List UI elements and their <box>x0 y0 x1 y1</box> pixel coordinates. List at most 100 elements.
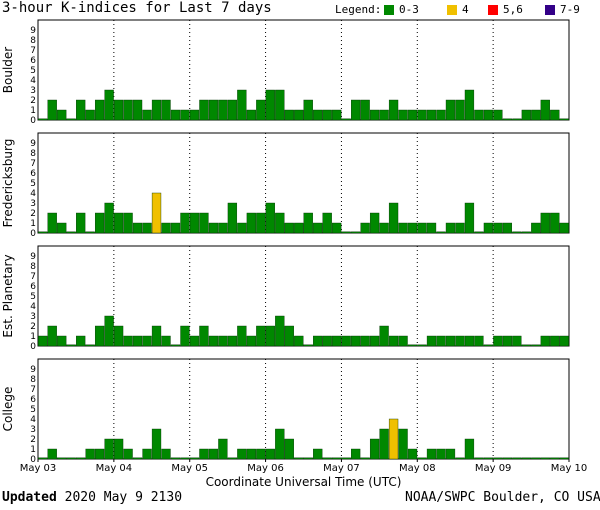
legend-swatch-4 <box>447 5 457 15</box>
k-index-bar <box>332 457 342 460</box>
k-index-bar <box>57 109 67 121</box>
k-index-bar <box>351 99 361 121</box>
k-index-bar <box>360 99 370 121</box>
legend-swatch-0-3 <box>384 5 394 15</box>
k-index-chart: 0123456789Boulder0123456789Fredericksbur… <box>1 19 587 489</box>
k-index-bar <box>38 231 48 234</box>
k-index-bar <box>218 99 228 121</box>
k-index-bar <box>199 212 209 234</box>
k-index-bar <box>341 457 351 460</box>
k-index-bar <box>284 109 294 121</box>
k-index-bar <box>208 99 219 121</box>
y-tick-label: 5 <box>30 179 36 189</box>
k-index-bar <box>208 448 219 460</box>
k-index-bar <box>455 335 465 347</box>
k-index-bar <box>379 428 389 460</box>
k-index-bar <box>379 325 389 347</box>
k-index-bar <box>360 457 370 460</box>
k-index-bar <box>94 325 105 347</box>
k-index-bar <box>322 212 332 234</box>
y-tick-label: 3 <box>30 425 36 435</box>
updated-timestamp: Updated 2020 May 9 2130 <box>2 490 182 505</box>
y-tick-label: 8 <box>30 36 36 46</box>
k-index-bar <box>521 457 531 460</box>
k-index-bar <box>512 231 522 234</box>
legend-label-7-9: 7-9 <box>560 3 580 16</box>
y-tick-label: 7 <box>30 272 36 282</box>
k-index-bar <box>275 89 285 121</box>
k-index-bar <box>521 344 531 347</box>
k-index-bar <box>455 99 465 121</box>
k-index-bar <box>332 109 342 121</box>
y-tick-label: 3 <box>30 312 36 322</box>
y-tick-label: 4 <box>30 76 36 86</box>
k-index-bar <box>265 89 275 121</box>
k-index-bar <box>341 118 351 121</box>
k-index-bar <box>407 344 418 347</box>
k-index-bar <box>246 448 256 460</box>
k-index-bar <box>464 89 475 121</box>
k-index-bar <box>246 212 256 234</box>
y-tick-label: 7 <box>30 159 36 169</box>
k-index-bar <box>66 344 76 347</box>
y-tick-label: 9 <box>30 139 36 149</box>
legend-label-4: 4 <box>462 3 469 16</box>
k-index-bar <box>445 99 456 121</box>
k-index-bar <box>407 448 418 460</box>
k-index-bar <box>237 89 247 121</box>
k-index-bar <box>151 192 162 234</box>
k-index-bar <box>94 99 105 121</box>
k-index-bar <box>559 222 569 234</box>
k-index-bar <box>436 448 446 460</box>
k-index-bar <box>161 222 171 234</box>
k-index-bar <box>426 448 437 460</box>
y-tick-label: 3 <box>30 86 36 96</box>
k-index-bar <box>66 231 76 234</box>
k-index-bar <box>445 335 456 347</box>
k-index-bar <box>85 231 95 234</box>
k-index-bar <box>275 315 285 347</box>
panel-frame <box>37 245 570 347</box>
updated-label: Updated <box>2 490 57 505</box>
y-tick-label: 0 <box>30 342 36 352</box>
k-index-bar <box>132 335 143 347</box>
k-index-bar <box>426 335 437 347</box>
k-index-bar <box>369 438 380 460</box>
k-index-bar <box>502 118 513 121</box>
x-tick-label: May 08 <box>399 463 436 474</box>
k-index-bar <box>303 457 313 460</box>
k-index-bar <box>341 231 351 234</box>
k-index-bar <box>218 335 228 347</box>
k-index-bar <box>407 222 418 234</box>
k-index-bar <box>294 109 304 121</box>
k-index-bar <box>218 222 228 234</box>
k-index-bar <box>199 325 209 347</box>
k-index-bar <box>417 109 427 121</box>
k-index-bar <box>227 99 238 121</box>
k-index-bar <box>57 457 67 460</box>
k-index-bar <box>313 448 323 460</box>
k-index-bar <box>388 99 399 121</box>
k-index-bar <box>208 222 219 234</box>
k-index-bar <box>379 109 389 121</box>
k-index-bar <box>189 457 200 460</box>
k-index-bar <box>104 202 114 234</box>
y-tick-label: 6 <box>30 282 36 292</box>
y-tick-label: 7 <box>30 46 36 56</box>
k-index-bar <box>180 109 190 121</box>
k-index-bar <box>483 457 494 460</box>
k-index-bar <box>369 212 380 234</box>
k-index-bar <box>360 222 370 234</box>
k-index-bar <box>360 335 370 347</box>
x-tick-label: May 07 <box>323 463 360 474</box>
k-index-bar <box>464 438 475 460</box>
k-index-bar <box>407 109 418 121</box>
y-tick-label: 2 <box>30 322 36 332</box>
k-index-bar <box>275 212 285 234</box>
k-index-bar <box>142 109 152 121</box>
k-index-bar <box>142 222 152 234</box>
k-index-bar <box>502 457 513 460</box>
k-index-bar <box>161 99 171 121</box>
y-tick-label: 2 <box>30 435 36 445</box>
k-index-bar <box>540 335 550 347</box>
